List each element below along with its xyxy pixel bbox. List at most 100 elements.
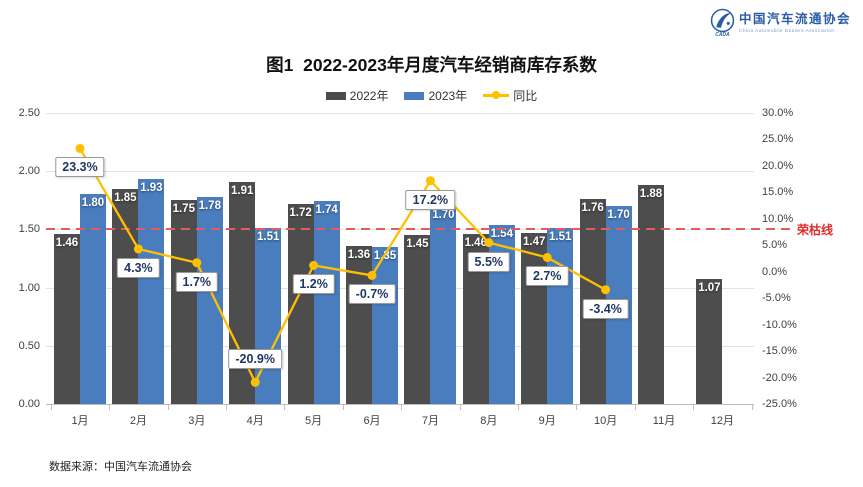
x-axis-tick xyxy=(109,405,111,410)
right-axis-tick-label: 25.0% xyxy=(762,133,794,146)
bar-value-label: 1.70 xyxy=(607,209,630,222)
right-axis-tick-label: 30.0% xyxy=(762,107,794,119)
cada-logo-emblem: CADA xyxy=(710,8,735,38)
x-axis-category-label: 1月 xyxy=(71,415,89,427)
chart-legend: 2022年 2023年 同比 xyxy=(0,87,863,104)
logo-org-cn: 中国汽车流通协会 xyxy=(738,12,851,26)
bar-value-label: 1.35 xyxy=(373,249,397,262)
x-axis-category-label: 12月 xyxy=(710,415,735,427)
cada-logo: CADA 中国汽车流通协会 China Automobile Dealers A… xyxy=(710,8,851,38)
bar-value-label: 1.80 xyxy=(81,197,105,210)
gridline xyxy=(46,171,754,173)
bar-2022年-7月 xyxy=(404,235,431,404)
bar-value-label: 1.93 xyxy=(140,182,163,195)
x-axis-tick xyxy=(284,405,286,410)
x-axis-tick xyxy=(693,405,695,410)
x-axis-line xyxy=(46,404,754,405)
yoy-data-label: -0.7% xyxy=(348,284,396,305)
bar-value-label: 1.74 xyxy=(315,204,338,217)
right-axis-tick-label: 0.0% xyxy=(762,265,788,278)
legend-dot-marker xyxy=(492,91,501,100)
yoy-data-label: 1.2% xyxy=(292,274,335,295)
bar-2022年-5月 xyxy=(287,203,314,404)
yoy-data-label: 5.5% xyxy=(467,251,511,272)
cada-logo-icon xyxy=(710,8,735,33)
bar-2022年-2月 xyxy=(112,188,139,404)
bar-value-label: 1.45 xyxy=(406,238,429,251)
yoy-data-label: 1.7% xyxy=(175,271,219,292)
chart-title: 图1 2022-2023年月度汽车经销商库存系数 xyxy=(266,55,597,75)
yoy-point-marker xyxy=(425,176,435,186)
yoy-data-label: 23.3% xyxy=(55,157,105,178)
right-axis-tick-label: 10.0% xyxy=(762,212,794,225)
bar-2022年-3月 xyxy=(170,200,197,404)
reference-line xyxy=(46,228,792,231)
x-axis-category-label: 2月 xyxy=(129,415,147,427)
yoy-point-marker xyxy=(75,143,85,153)
right-axis-tick-label: -15.0% xyxy=(762,345,797,358)
x-axis-tick xyxy=(751,405,753,410)
left-axis-tick-label: 1.00 xyxy=(18,281,40,294)
bar-value-label: 1.51 xyxy=(548,231,572,244)
x-axis-tick xyxy=(50,405,52,410)
right-axis-tick-label: 15.0% xyxy=(762,186,794,199)
x-axis-category-label: 3月 xyxy=(188,415,206,427)
legend-item-2023: 2023年 xyxy=(404,87,467,104)
bar-2023年-7月 xyxy=(430,206,457,404)
left-axis-tick-label: 1.50 xyxy=(18,223,40,236)
bar-2023年-9月 xyxy=(547,228,574,404)
legend-item-yoy: 同比 xyxy=(483,87,537,104)
legend-line-marker xyxy=(483,91,510,100)
bar-2022年-9月 xyxy=(521,232,548,404)
bar-2023年-6月 xyxy=(372,246,398,404)
bar-value-label: 1.07 xyxy=(698,282,721,295)
legend-label-yoy: 同比 xyxy=(513,89,538,103)
yoy-data-label: 17.2% xyxy=(405,189,456,210)
right-axis-tick-label: -10.0% xyxy=(762,318,797,331)
legend-swatch-2023 xyxy=(404,91,425,100)
x-axis-category-label: 11月 xyxy=(652,415,676,427)
legend-label-2022: 2022年 xyxy=(349,89,389,103)
bar-2022年-12月 xyxy=(696,279,723,404)
bar-value-label: 1.70 xyxy=(432,209,455,222)
right-axis-tick-label: -5.0% xyxy=(762,292,791,305)
logo-text: 中国汽车流通协会 China Automobile Dealers Associ… xyxy=(739,8,851,34)
legend-label-2023: 2023年 xyxy=(428,89,468,103)
gridline xyxy=(46,113,754,114)
x-axis-category-label: 10月 xyxy=(593,415,618,427)
data-source: 数据来源：中国汽车流通协会 xyxy=(49,461,192,473)
x-axis-category-label: 4月 xyxy=(246,415,264,427)
yoy-data-label: 4.3% xyxy=(117,257,160,278)
left-axis-tick-label: 2.00 xyxy=(18,165,40,178)
legend-swatch-2022 xyxy=(325,91,346,100)
bar-2023年-4月 xyxy=(255,228,282,404)
legend-item-2022: 2022年 xyxy=(325,87,389,104)
bar-value-label: 1.91 xyxy=(230,184,254,197)
right-axis-tick-label: 5.0% xyxy=(762,239,788,252)
x-axis-tick xyxy=(401,405,403,410)
bar-value-label: 1.88 xyxy=(639,188,663,201)
x-axis-category-label: 7月 xyxy=(421,415,439,427)
x-axis-category-label: 9月 xyxy=(538,415,556,427)
bar-2022年-6月 xyxy=(346,245,372,404)
right-axis-tick-label: 20.0% xyxy=(762,159,794,172)
x-axis-category-label: 5月 xyxy=(305,415,323,427)
left-axis-tick-label: 0.00 xyxy=(18,398,40,410)
yoy-data-label: -20.9% xyxy=(228,349,282,370)
bar-2022年-1月 xyxy=(54,234,80,404)
x-axis-category-label: 8月 xyxy=(480,415,498,427)
left-axis-tick-label: 2.50 xyxy=(18,107,40,119)
right-axis-tick-label: -20.0% xyxy=(762,371,797,384)
x-axis-tick xyxy=(459,405,461,410)
bar-2022年-11月 xyxy=(638,185,664,404)
x-axis-tick xyxy=(167,405,169,410)
bar-2023年-5月 xyxy=(313,201,340,404)
bar-value-label: 1.51 xyxy=(256,231,280,244)
right-axis-tick-label: -25.0% xyxy=(762,398,797,410)
bar-2023年-2月 xyxy=(138,179,165,404)
x-axis-tick xyxy=(518,405,519,410)
bar-2022年-4月 xyxy=(229,181,256,404)
yoy-data-label: 2.7% xyxy=(525,266,569,287)
x-axis-tick xyxy=(342,405,344,410)
